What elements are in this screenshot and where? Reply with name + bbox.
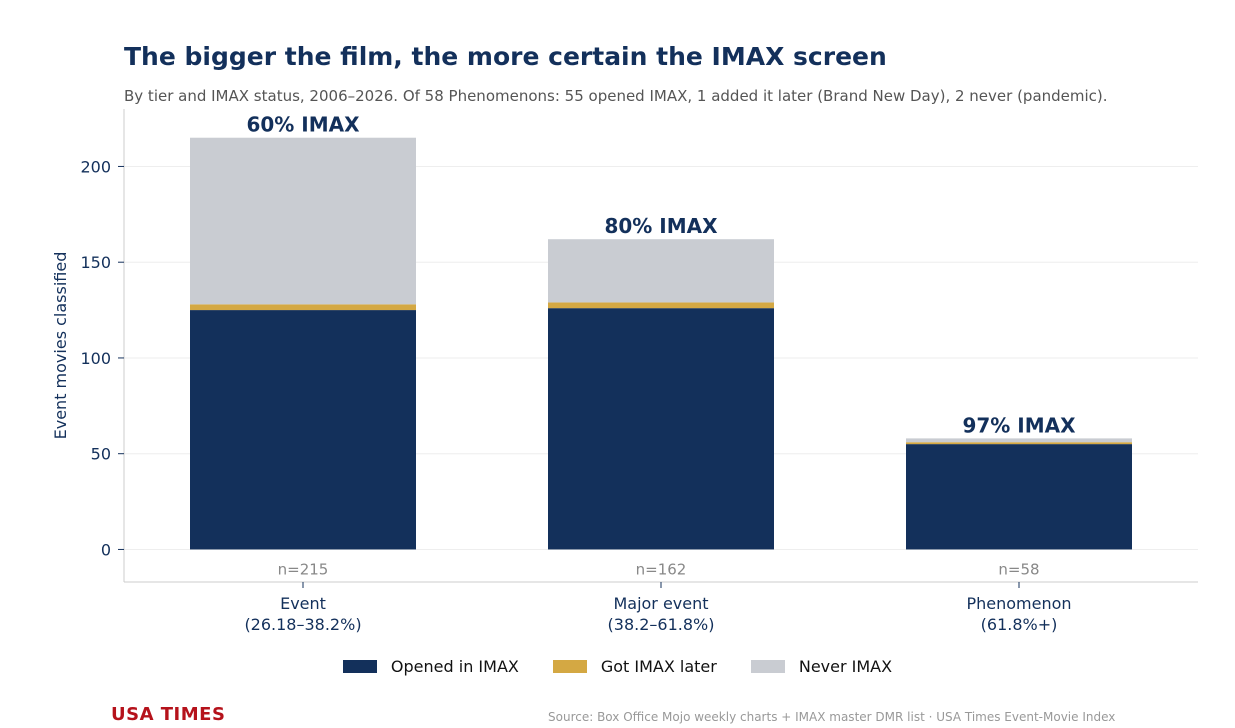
y-axis-label: Event movies classified bbox=[51, 252, 70, 440]
bar-segment-never bbox=[548, 239, 774, 303]
y-tick-label: 150 bbox=[80, 253, 111, 272]
legend-swatch-opened bbox=[342, 660, 377, 673]
x-tick-label: Major event bbox=[613, 594, 708, 613]
bar-percent-label: 60% IMAX bbox=[246, 113, 360, 137]
chart-subtitle: By tier and IMAX status, 2006–2026. Of 5… bbox=[124, 87, 1108, 105]
bar-percent-label: 97% IMAX bbox=[962, 413, 1076, 437]
bar-segment-never bbox=[190, 137, 416, 305]
bar-count-label: n=58 bbox=[998, 560, 1039, 578]
y-tick-label: 200 bbox=[80, 157, 111, 176]
chart-title: The bigger the film, the more certain th… bbox=[124, 42, 887, 71]
y-tick-label: 100 bbox=[80, 349, 111, 368]
legend-label-opened: Opened in IMAX bbox=[390, 657, 519, 676]
legend-swatch-later bbox=[552, 660, 587, 673]
bar-segment-later bbox=[906, 442, 1132, 445]
bar-segment-never bbox=[906, 438, 1132, 443]
legend-swatch-never bbox=[750, 660, 785, 673]
bar-percent-label: 80% IMAX bbox=[604, 214, 718, 238]
legend-label-later: Got IMAX later bbox=[600, 657, 717, 676]
x-tick-label: (26.18–38.2%) bbox=[244, 615, 361, 634]
bar-segment-opened bbox=[906, 444, 1132, 550]
bar-segment-opened bbox=[548, 308, 774, 550]
x-tick-label: (38.2–61.8%) bbox=[608, 615, 715, 634]
bar-segment-later bbox=[548, 302, 774, 309]
x-tick-label: Phenomenon bbox=[966, 594, 1071, 613]
legend: Opened in IMAX Got IMAX later Never IMAX bbox=[0, 657, 1235, 676]
y-tick-label: 0 bbox=[101, 540, 111, 559]
x-tick-label: (61.8%+) bbox=[981, 615, 1058, 634]
stacked-bar-chart: 0 50 100 150 200 Event movies classified 60% I… bbox=[51, 109, 1198, 634]
bar-segment-later bbox=[190, 304, 416, 311]
bar-count-label: n=162 bbox=[636, 560, 687, 578]
bar-count-label: n=215 bbox=[278, 560, 329, 578]
bar-segment-opened bbox=[190, 310, 416, 550]
brand-logo-text: USA TIMES bbox=[111, 704, 226, 725]
y-tick-label: 50 bbox=[91, 445, 111, 464]
legend-label-never: Never IMAX bbox=[798, 657, 893, 676]
source-note: Source: Box Office Mojo weekly charts + … bbox=[548, 710, 1116, 724]
legend-item-opened: Opened in IMAX bbox=[342, 657, 519, 676]
x-tick-label: Event bbox=[280, 594, 326, 613]
legend-item-never: Never IMAX bbox=[750, 657, 893, 676]
legend-item-later: Got IMAX later bbox=[552, 657, 717, 676]
